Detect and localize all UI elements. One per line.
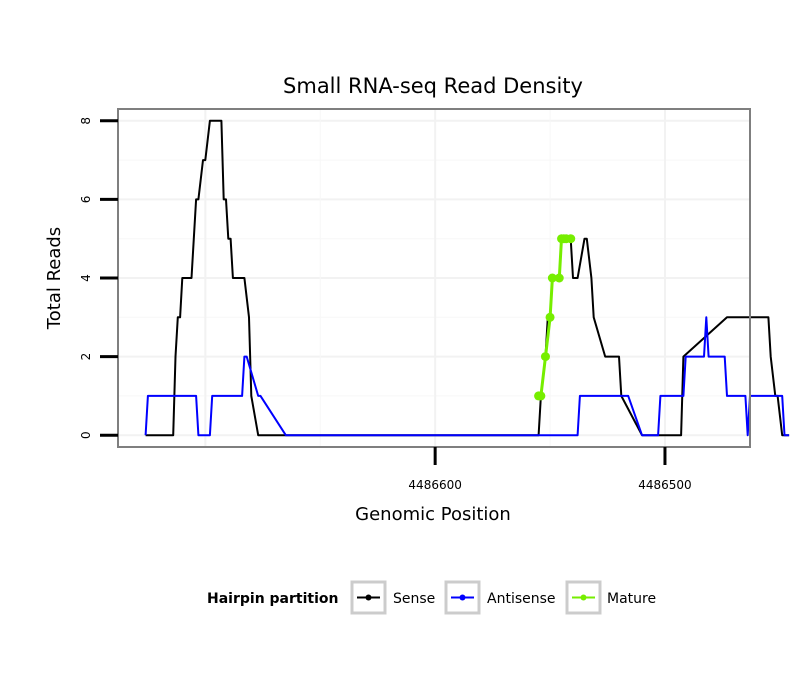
legend-item-sense: Sense xyxy=(350,580,435,615)
legend-key-point-mature xyxy=(580,594,587,601)
series-line-antisense xyxy=(144,316,790,437)
y-axis-title: Total Reads xyxy=(44,227,65,330)
legend-label-mature: Mature xyxy=(607,591,656,607)
y-tick-label: 4 xyxy=(79,274,93,282)
series-mature xyxy=(534,234,576,401)
legend-key-point-antisense xyxy=(459,594,466,601)
x-tick-label: 4486600 xyxy=(408,478,461,492)
data-point-mature xyxy=(547,273,557,283)
data-point-mature xyxy=(540,352,550,362)
y-tick-label: 2 xyxy=(79,353,93,361)
y-axis: 0 2 4 6 8 xyxy=(79,117,118,439)
legend-item-mature: Mature xyxy=(565,580,656,615)
series-antisense xyxy=(144,316,790,437)
x-tick-label: 4486500 xyxy=(638,478,691,492)
legend-item-antisense: Antisense xyxy=(444,580,556,615)
data-point-mature xyxy=(536,391,546,401)
data-point-mature xyxy=(566,234,576,244)
data-point-mature xyxy=(554,273,564,283)
y-tick-label: 0 xyxy=(79,431,93,439)
y-tick-label: 8 xyxy=(79,117,93,125)
legend-key-point-sense xyxy=(365,594,372,601)
x-axis-title: Genomic Position xyxy=(355,504,511,525)
y-tick-label: 6 xyxy=(79,196,93,204)
x-axis: 4486600 4486500 xyxy=(408,447,692,492)
chart-title: Small RNA-seq Read Density xyxy=(283,74,583,98)
legend-label-sense: Sense xyxy=(393,591,435,607)
legend-title: Hairpin partition xyxy=(207,591,338,607)
legend: Hairpin partition Sense Antisense Mature xyxy=(207,580,656,615)
legend-label-antisense: Antisense xyxy=(487,591,556,607)
series-lines xyxy=(144,119,790,437)
data-point-mature xyxy=(545,312,555,322)
